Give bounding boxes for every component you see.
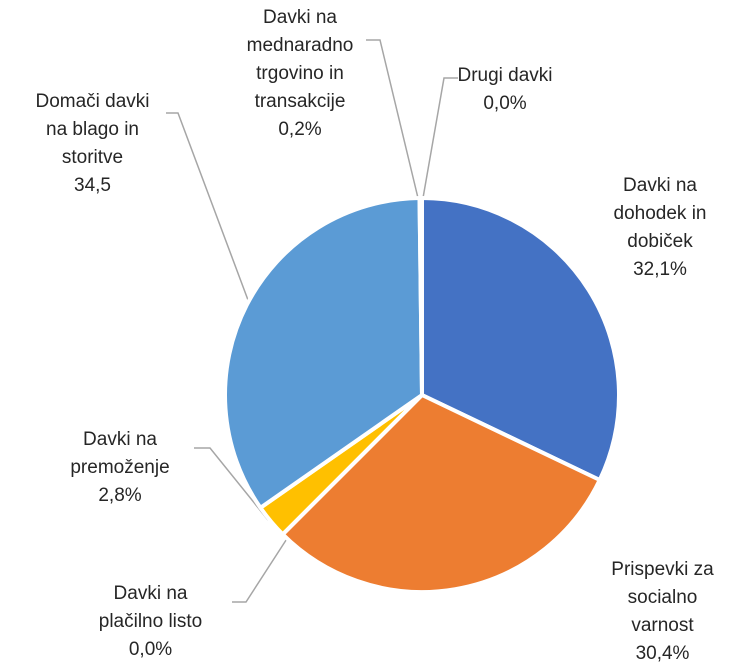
category-label: Davki na dohodek in dobiček xyxy=(613,175,707,252)
value-label: 0,2% xyxy=(278,119,322,140)
leader-line xyxy=(166,112,249,301)
value-label: 30,4% xyxy=(635,643,690,664)
data-label: Domači davki na blago in storitve 34,5 xyxy=(25,88,160,200)
value-label: 32,1% xyxy=(633,259,687,280)
value-label: 2,8% xyxy=(98,485,142,506)
pie-slice xyxy=(280,393,602,594)
category-label: Davki na premoženje xyxy=(70,429,170,478)
pie-slice xyxy=(420,196,621,482)
leader-line xyxy=(422,77,458,199)
category-label: Domači davki na blago in storitve xyxy=(35,91,150,168)
data-label: Drugi davki 0,0% xyxy=(440,62,570,118)
category-label: Drugi davki xyxy=(457,65,553,86)
category-label: Davki na plačilno listo xyxy=(98,583,203,632)
data-label: Prispevki za socialno varnost 30,4% xyxy=(595,556,730,664)
leader-line xyxy=(232,533,291,603)
data-label: Davki na dohodek in dobiček 32,1% xyxy=(600,172,720,284)
data-label: Davki na mednaradno trgovino in transakc… xyxy=(240,4,360,144)
pie-slice xyxy=(223,196,424,510)
leader-line xyxy=(366,39,419,199)
value-label: 0,0% xyxy=(483,93,527,114)
category-label: Prispevki za socialno varnost xyxy=(611,559,714,636)
value-label: 0,0% xyxy=(128,639,173,660)
data-label: Davki na plačilno listo 0,0% xyxy=(88,580,213,664)
value-label: 34,5 xyxy=(74,175,111,196)
data-label: Davki na premoženje 2,8% xyxy=(60,426,180,510)
category-label: Davki na mednaradno trgovino in transakc… xyxy=(246,7,354,112)
leader-line xyxy=(194,447,269,521)
